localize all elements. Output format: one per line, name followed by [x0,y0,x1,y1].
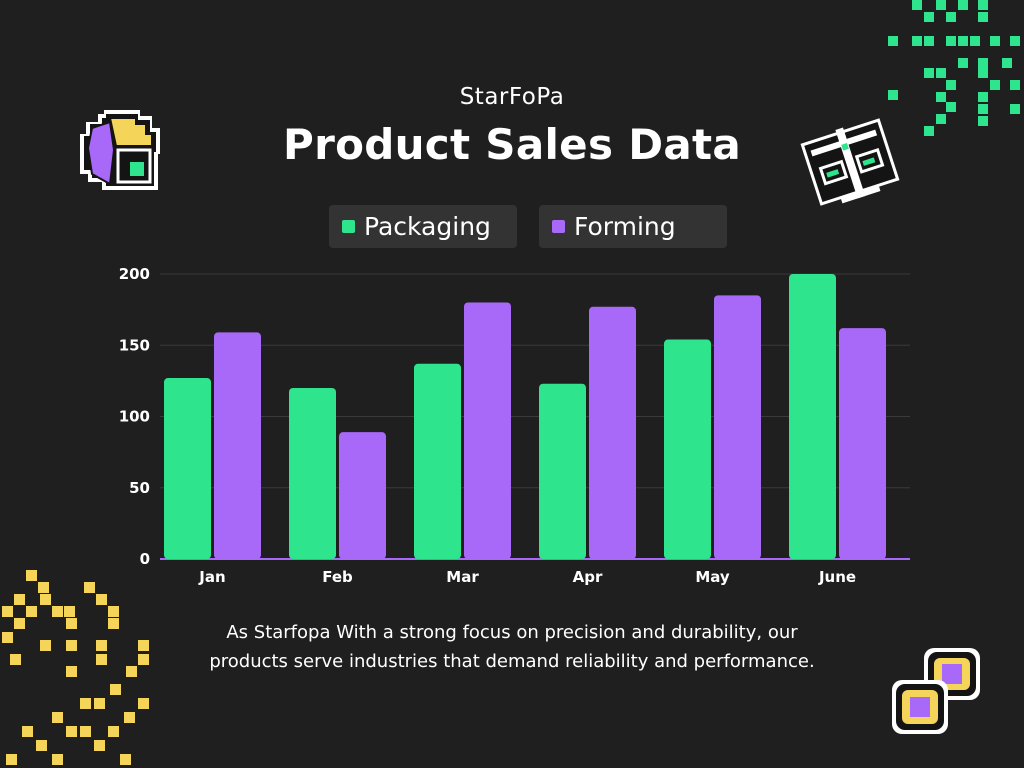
bar-forming-jan [214,332,261,559]
bar-forming-mar [464,302,511,559]
y-tick-label: 150 [119,336,150,354]
subtitle: StarFoPa [459,84,565,110]
bar-forming-june [839,328,886,559]
legend-swatch-packaging [342,220,355,233]
pie-chart-pixel-icon [80,110,160,190]
x-tick-label: Apr [573,568,603,586]
legend-item-forming: Forming [539,205,727,248]
scale-pixel-icon [800,118,900,206]
description-line-2: products serve industries that demand re… [209,651,815,672]
legend-label-packaging: Packaging [364,212,491,241]
x-tick-label: May [695,568,730,586]
legend-item-packaging: Packaging [329,205,517,248]
bar-packaging-june [789,274,836,559]
legend-swatch-forming [552,220,565,233]
page-title: Product Sales Data [282,120,742,169]
bar-packaging-jan [164,378,211,559]
yellow-pixel-pattern [2,570,149,765]
legend-label-forming: Forming [574,212,676,241]
description-line-1: As Starfopa With a strong focus on preci… [226,622,798,643]
y-tick-label: 200 [119,265,150,283]
x-tick-label: June [818,568,856,586]
description: As Starfopa With a strong focus on preci… [120,618,904,676]
x-tick-label: Jan [198,568,225,586]
x-tick-label: Mar [446,568,479,586]
green-pixel-pattern [888,0,1020,136]
y-tick-label: 100 [119,408,150,426]
x-tick-label: Feb [322,568,353,586]
bar-forming-may [714,295,761,559]
bar-packaging-mar [414,363,461,559]
y-tick-label: 50 [129,479,150,497]
coins-pixel-icon [892,648,980,734]
bar-packaging-feb [289,388,336,559]
bar-packaging-may [664,339,711,559]
bar-forming-apr [589,306,636,559]
bar-forming-feb [339,432,386,559]
bar-packaging-apr [539,383,586,559]
